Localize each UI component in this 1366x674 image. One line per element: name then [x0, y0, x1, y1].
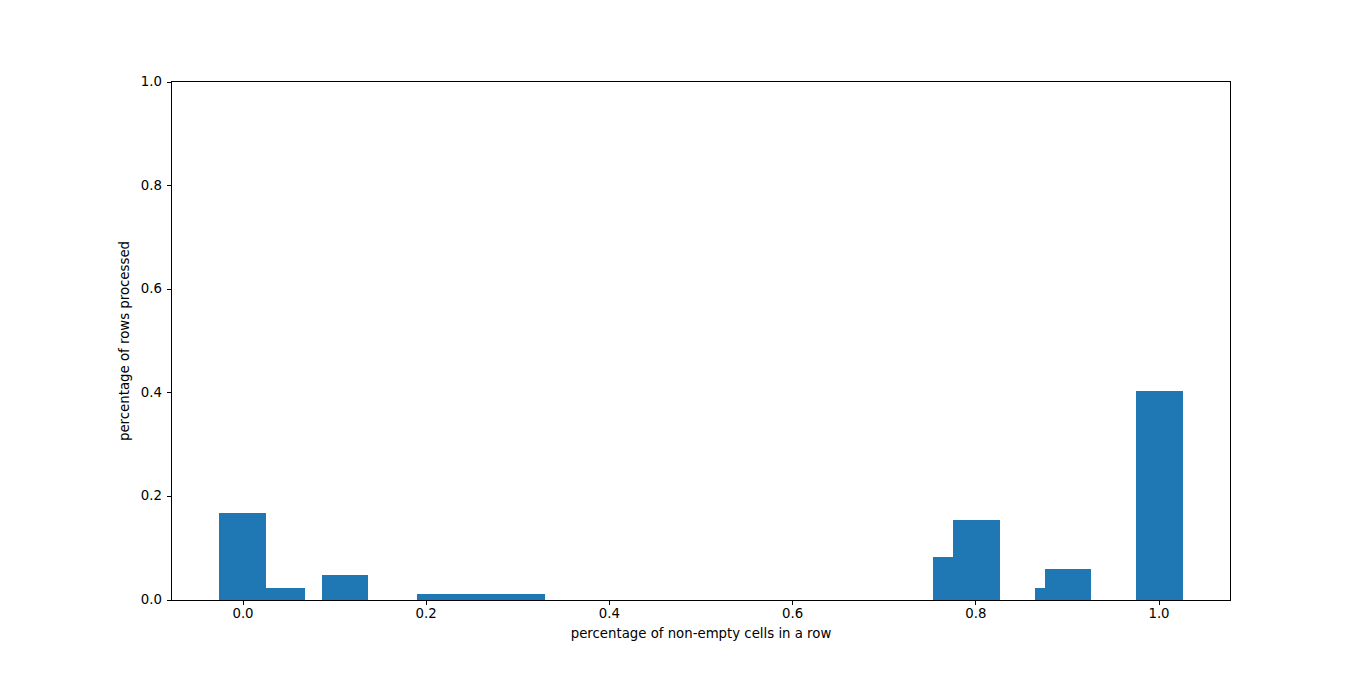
y-tick-mark	[167, 496, 171, 497]
x-tick-label: 0.8	[965, 606, 986, 622]
x-tick-mark	[792, 601, 793, 605]
y-tick-label: 1.0	[112, 74, 162, 90]
x-tick-label: 0.0	[232, 606, 253, 622]
plot-area	[171, 81, 1231, 601]
x-axis-label: percentage of non-empty cells in a row	[571, 626, 832, 642]
y-tick-mark	[167, 600, 171, 601]
x-tick-mark	[609, 601, 610, 605]
x-tick-label: 0.2	[416, 606, 437, 622]
y-tick-label: 0.2	[112, 488, 162, 504]
x-tick-mark	[426, 601, 427, 605]
histogram-bar	[219, 513, 266, 600]
histogram-bar	[322, 575, 369, 600]
histogram-bar	[266, 588, 305, 600]
y-tick-label: 0.0	[112, 592, 162, 608]
x-tick-mark	[975, 601, 976, 605]
y-tick-mark	[167, 289, 171, 290]
x-tick-label: 1.0	[1148, 606, 1169, 622]
x-tick-mark	[243, 601, 244, 605]
x-tick-label: 0.6	[782, 606, 803, 622]
histogram-bar	[953, 520, 1000, 600]
y-tick-mark	[167, 82, 171, 83]
figure-canvas: 0.00.20.40.60.81.00.00.20.40.60.81.0 per…	[0, 0, 1366, 674]
histogram-bar	[417, 594, 545, 600]
y-tick-mark	[167, 185, 171, 186]
bars-layer	[172, 82, 1230, 600]
histogram-bar	[1136, 391, 1183, 600]
histogram-bar	[933, 557, 953, 600]
y-axis-label: percentage of rows processed	[117, 241, 133, 441]
histogram-bar	[1035, 588, 1045, 600]
y-tick-label: 0.8	[112, 178, 162, 194]
histogram-bar	[1045, 569, 1091, 600]
x-tick-mark	[1159, 601, 1160, 605]
x-tick-label: 0.4	[599, 606, 620, 622]
y-tick-mark	[167, 392, 171, 393]
